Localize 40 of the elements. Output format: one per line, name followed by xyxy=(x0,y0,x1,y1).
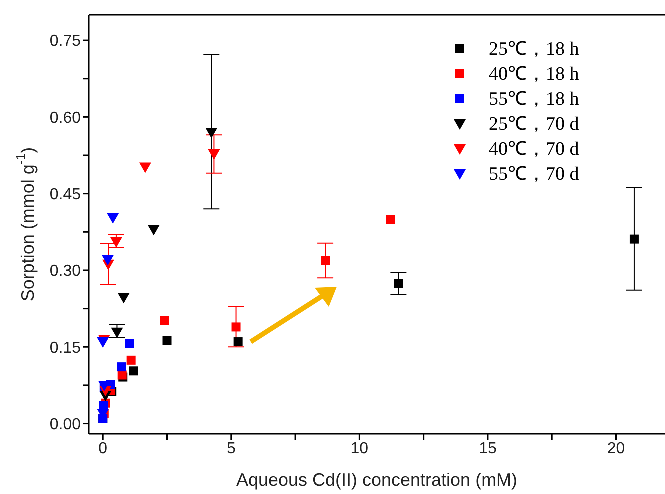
point xyxy=(630,234,639,244)
point xyxy=(110,237,122,248)
point xyxy=(97,338,110,348)
y-tick-label: 0.15 xyxy=(50,340,82,357)
point xyxy=(125,339,134,348)
x-tick-label: 0 xyxy=(98,440,108,458)
x-tick-label: 5 xyxy=(226,440,236,458)
point xyxy=(234,338,243,347)
point xyxy=(111,328,124,338)
point xyxy=(208,149,220,160)
point xyxy=(126,356,136,365)
point xyxy=(107,213,120,224)
point xyxy=(139,162,152,174)
legend-label: 55℃，70 d xyxy=(489,163,580,187)
point xyxy=(118,293,130,304)
point xyxy=(162,336,172,346)
y-tick-label: 0.00 xyxy=(50,416,82,434)
x-axis-title: Aqueous Cd(II) concentration (mM) xyxy=(236,470,518,490)
legend-label: 25℃，70 d xyxy=(489,113,580,137)
y-tick-label: 0.75 xyxy=(50,33,82,50)
point xyxy=(394,279,404,288)
legend-label: 40℃，70 d xyxy=(489,138,580,162)
y-tick-label: 0.60 xyxy=(50,110,82,127)
point xyxy=(102,255,114,266)
x-tick-label: 15 xyxy=(479,440,497,458)
point xyxy=(232,322,241,332)
point xyxy=(129,366,138,376)
point xyxy=(206,128,218,139)
point xyxy=(148,225,160,236)
y-tick-label: 0.30 xyxy=(50,263,82,280)
point xyxy=(117,362,126,372)
legend-label: 40℃，18 h xyxy=(489,63,580,87)
point xyxy=(321,256,330,266)
legend-label: 25℃，18 h xyxy=(489,38,580,62)
point xyxy=(386,215,396,224)
legend-label: 55℃，18 h xyxy=(489,88,580,112)
y-tick-label: 0.45 xyxy=(50,186,82,204)
x-tick-label: 10 xyxy=(350,440,369,458)
point xyxy=(160,316,170,326)
x-tick-label: 20 xyxy=(607,440,626,458)
